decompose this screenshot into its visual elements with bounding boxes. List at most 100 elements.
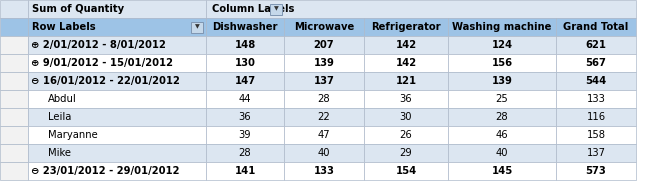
Text: ⊕ 2/01/2012 - 8/01/2012: ⊕ 2/01/2012 - 8/01/2012 — [31, 40, 166, 50]
Text: 156: 156 — [492, 58, 513, 68]
Bar — [270, 4, 282, 14]
Bar — [0, 36, 28, 54]
Text: 147: 147 — [234, 76, 255, 86]
Text: 544: 544 — [585, 76, 607, 86]
Bar — [206, 36, 284, 54]
Text: 133: 133 — [586, 94, 605, 104]
Text: 116: 116 — [586, 112, 605, 122]
Bar — [448, 54, 556, 72]
Text: 36: 36 — [239, 112, 251, 122]
Bar — [364, 36, 448, 54]
Bar — [0, 90, 28, 108]
Text: 124: 124 — [492, 40, 513, 50]
Bar — [364, 108, 448, 126]
Bar — [28, 162, 206, 180]
Text: Washing machine: Washing machine — [453, 22, 552, 32]
Text: Mike: Mike — [48, 148, 71, 158]
Text: 137: 137 — [586, 148, 605, 158]
Bar — [448, 126, 556, 144]
Text: 621: 621 — [586, 40, 607, 50]
Bar — [206, 108, 284, 126]
Text: 145: 145 — [491, 166, 513, 176]
Bar — [284, 90, 364, 108]
Text: 139: 139 — [313, 58, 334, 68]
Bar — [206, 72, 284, 90]
Bar — [556, 90, 636, 108]
Text: Sum of Quantity: Sum of Quantity — [32, 4, 124, 14]
Text: ⊖ 23/01/2012 - 29/01/2012: ⊖ 23/01/2012 - 29/01/2012 — [31, 166, 180, 176]
Text: 28: 28 — [496, 112, 508, 122]
Bar — [206, 54, 284, 72]
Text: Column Labels: Column Labels — [212, 4, 295, 14]
Text: Dishwasher: Dishwasher — [212, 22, 278, 32]
Text: 36: 36 — [400, 94, 412, 104]
Bar — [28, 72, 206, 90]
Bar — [364, 126, 448, 144]
Text: 154: 154 — [395, 166, 417, 176]
Text: 22: 22 — [317, 112, 330, 122]
Bar — [206, 90, 284, 108]
Bar — [0, 144, 28, 162]
Text: 573: 573 — [586, 166, 607, 176]
Bar — [364, 90, 448, 108]
Text: 207: 207 — [313, 40, 334, 50]
Bar — [556, 72, 636, 90]
Text: 47: 47 — [318, 130, 330, 140]
Text: 130: 130 — [234, 58, 255, 68]
Bar — [28, 54, 206, 72]
Text: 133: 133 — [313, 166, 334, 176]
Text: 28: 28 — [239, 148, 251, 158]
Text: Row Labels: Row Labels — [32, 22, 95, 32]
Text: Leila: Leila — [48, 112, 71, 122]
Bar — [284, 54, 364, 72]
Text: 29: 29 — [400, 148, 413, 158]
Bar — [448, 90, 556, 108]
Bar — [284, 162, 364, 180]
Bar — [0, 18, 28, 36]
Bar — [556, 162, 636, 180]
Text: 26: 26 — [400, 130, 413, 140]
Bar — [448, 36, 556, 54]
Text: 141: 141 — [234, 166, 256, 176]
Bar — [448, 18, 556, 36]
Bar — [364, 18, 448, 36]
Bar — [284, 18, 364, 36]
Text: 46: 46 — [496, 130, 508, 140]
Bar — [28, 0, 206, 18]
Bar — [284, 72, 364, 90]
Text: 121: 121 — [396, 76, 417, 86]
Bar — [191, 21, 203, 33]
Bar — [448, 162, 556, 180]
Bar — [28, 108, 206, 126]
Bar — [206, 18, 284, 36]
Text: 137: 137 — [313, 76, 334, 86]
Bar — [556, 144, 636, 162]
Bar — [28, 144, 206, 162]
Text: ⊕ 9/01/2012 - 15/01/2012: ⊕ 9/01/2012 - 15/01/2012 — [31, 58, 173, 68]
Bar — [0, 0, 28, 18]
Bar — [556, 36, 636, 54]
Bar — [28, 36, 206, 54]
Bar — [0, 72, 28, 90]
Bar — [364, 144, 448, 162]
Bar — [284, 126, 364, 144]
Bar — [448, 144, 556, 162]
Text: 158: 158 — [586, 130, 605, 140]
Bar — [0, 108, 28, 126]
Text: 142: 142 — [396, 58, 417, 68]
Text: 28: 28 — [318, 94, 330, 104]
Bar — [28, 90, 206, 108]
Text: Abdul: Abdul — [48, 94, 77, 104]
Text: 40: 40 — [496, 148, 508, 158]
Text: 40: 40 — [318, 148, 330, 158]
Bar — [364, 54, 448, 72]
Bar — [284, 108, 364, 126]
Bar — [448, 108, 556, 126]
Bar — [556, 126, 636, 144]
Bar — [556, 18, 636, 36]
Bar — [206, 126, 284, 144]
Bar — [284, 144, 364, 162]
Text: Grand Total: Grand Total — [564, 22, 629, 32]
Text: 39: 39 — [239, 130, 251, 140]
Bar — [284, 36, 364, 54]
